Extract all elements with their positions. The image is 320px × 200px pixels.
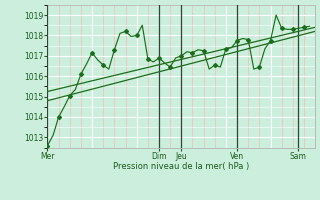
X-axis label: Pression niveau de la mer( hPa ): Pression niveau de la mer( hPa ) — [113, 162, 249, 171]
